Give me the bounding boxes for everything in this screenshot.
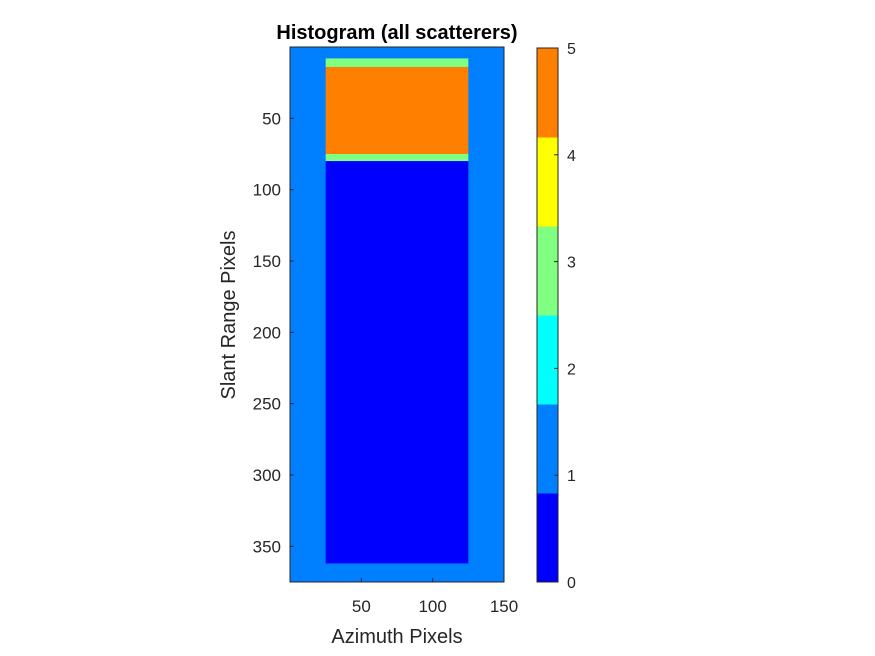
- heatmap-region: [325, 161, 469, 564]
- colorbar-tick-label: 5: [567, 41, 576, 58]
- heatmap-region: [325, 58, 469, 67]
- x-axis-label: Azimuth Pixels: [331, 626, 462, 648]
- y-tick-label: 100: [253, 181, 281, 200]
- y-tick-label: 50: [262, 109, 281, 128]
- colorbar-tick-label: 1: [567, 468, 576, 485]
- y-axis-label: Slant Range Pixels: [218, 231, 240, 400]
- y-tick-label: 350: [253, 537, 281, 556]
- x-tick-label: 150: [490, 597, 518, 616]
- colorbar-segment: [537, 315, 558, 405]
- y-axis: 50 100 150 200 250 300 350: [253, 109, 294, 556]
- x-tick-label: 100: [418, 597, 446, 616]
- x-axis: 50 100 150: [352, 578, 518, 616]
- colorbar-tick-label: 3: [567, 255, 576, 272]
- colorbar-segment: [537, 404, 558, 494]
- colorbar-segment: [537, 226, 558, 316]
- y-tick-label: 250: [253, 395, 281, 414]
- plot-area: [289, 46, 505, 583]
- colorbar-tick-label: 2: [567, 361, 576, 378]
- colorbar-frame: [536, 47, 559, 583]
- plot-frame: [289, 46, 505, 583]
- heatmap-region: [325, 66, 469, 154]
- heatmap-region: [325, 154, 469, 162]
- colorbar-segment: [537, 137, 558, 227]
- colorbar-segment: [537, 48, 558, 138]
- colorbar-segment: [537, 493, 558, 583]
- x-tick-label: 50: [352, 597, 371, 616]
- y-tick-label: 300: [253, 466, 281, 485]
- colorbar-tick-label: 0: [567, 575, 576, 592]
- chart-title: Histogram (all scatterers): [276, 22, 517, 44]
- colorbar: 0 1 2 3 4 5: [536, 41, 576, 592]
- y-tick-label: 200: [253, 323, 281, 342]
- y-tick-label: 150: [253, 252, 281, 271]
- colorbar-tick-label: 4: [567, 148, 576, 165]
